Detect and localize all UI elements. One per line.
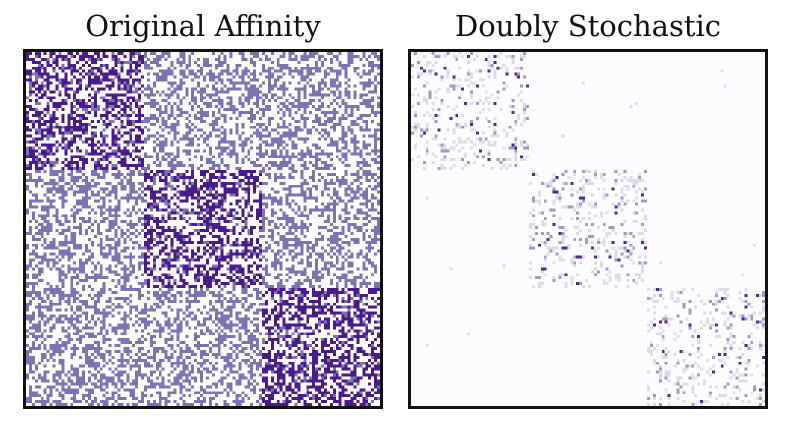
heatmap-cells-doubly-stochastic bbox=[411, 52, 765, 406]
heatmap-cells-original-affinity bbox=[26, 52, 380, 406]
heatmap-doubly-stochastic bbox=[408, 49, 768, 409]
chart-title-doubly-stochastic: Doubly Stochastic bbox=[454, 9, 722, 43]
chart-title-original-affinity: Original Affinity bbox=[85, 9, 321, 43]
heatmap-original-affinity bbox=[23, 49, 383, 409]
